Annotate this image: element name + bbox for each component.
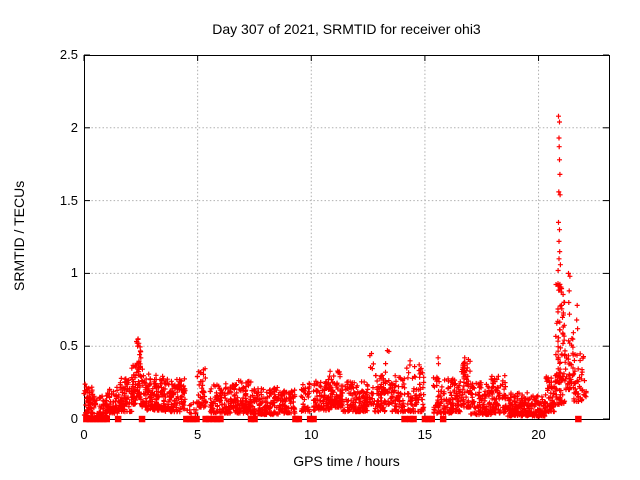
- x-tick-label: 15: [417, 427, 433, 442]
- y-tick-label: 0: [70, 411, 78, 426]
- x-tick-label: 0: [80, 427, 88, 442]
- axis-ticks: [83, 54, 609, 420]
- x-tick-label: 20: [531, 427, 546, 442]
- plot-border: [84, 55, 610, 420]
- chart-title: Day 307 of 2021, SRMTID for receiver ohi…: [212, 21, 481, 37]
- data-points: [81, 113, 589, 419]
- y-tick-label: 0.5: [59, 338, 78, 354]
- y-tick-label: 1: [70, 265, 78, 281]
- y-tick-label: 1.5: [59, 192, 78, 208]
- x-tick-label: 10: [304, 427, 319, 442]
- zero-markers: [83, 415, 582, 423]
- y-tick-label: 2: [70, 119, 78, 135]
- x-tick-label: 5: [194, 427, 202, 442]
- x-axis-label: GPS time / hours: [293, 453, 400, 469]
- grid-lines: [84, 55, 609, 419]
- y-tick-label: 2.5: [59, 47, 78, 62]
